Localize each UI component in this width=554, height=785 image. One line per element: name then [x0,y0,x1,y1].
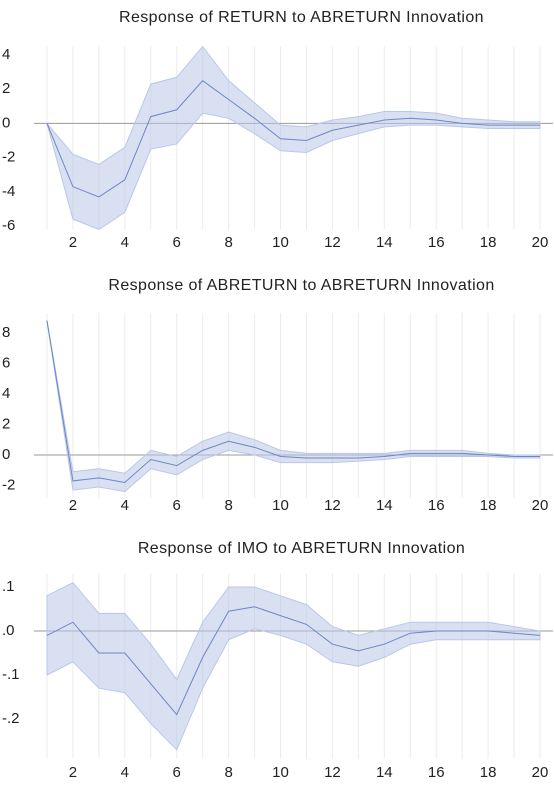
x-tick-label: 14 [376,764,393,781]
x-tick-label: 4 [121,497,129,514]
x-tick-label: 12 [324,234,341,251]
x-tick-label: 18 [480,234,497,251]
y-tick-label: -6 [2,217,15,234]
y-tick-label: 0 [2,446,10,463]
y-tick-label: 8 [2,324,10,341]
confidence-band [47,583,540,750]
y-tick-label: 6 [2,354,10,371]
chart-page: Response of RETURN to ABRETURN Innovatio… [0,0,554,785]
x-tick-label: 16 [428,764,445,781]
y-tick-label: -.1 [2,666,20,683]
x-tick-label: 2 [69,234,77,251]
x-tick-label: 16 [428,497,445,514]
confidence-band [47,47,540,230]
x-tick-label: 10 [272,497,289,514]
x-tick-label: 6 [173,497,181,514]
chart-title: Response of RETURN to ABRETURN Innovatio… [119,9,484,26]
x-tick-label: 12 [324,764,341,781]
y-tick-label: -4 [2,183,15,200]
y-tick-label: 4 [2,385,10,402]
x-tick-label: 6 [173,234,181,251]
x-tick-label: 14 [376,234,393,251]
y-tick-label: 4 [2,46,10,63]
x-tick-label: 18 [480,497,497,514]
y-tick-label: -2 [2,476,15,493]
x-tick-label: 10 [272,234,289,251]
y-tick-label: -.2 [2,710,20,727]
y-tick-label: 2 [2,80,10,97]
confidence-band [47,321,540,492]
y-tick-label: .1 [2,578,15,595]
x-tick-label: 12 [324,497,341,514]
x-tick-label: 2 [69,497,77,514]
y-tick-label: 0 [2,114,10,131]
x-tick-label: 14 [376,497,393,514]
y-tick-label: .0 [2,622,15,639]
x-tick-label: 20 [532,234,549,251]
x-tick-label: 4 [121,234,129,251]
x-tick-label: 8 [224,234,232,251]
x-tick-label: 20 [532,764,549,781]
x-tick-label: 18 [480,764,497,781]
y-tick-label: 2 [2,415,10,432]
x-tick-label: 10 [272,764,289,781]
x-tick-label: 4 [121,764,129,781]
x-tick-label: 2 [69,764,77,781]
x-tick-label: 20 [532,497,549,514]
chart-title: Response of IMO to ABRETURN Innovation [138,540,465,557]
x-tick-label: 16 [428,234,445,251]
x-tick-label: 8 [224,497,232,514]
y-tick-label: -2 [2,149,15,166]
x-tick-label: 8 [224,764,232,781]
chart-title: Response of ABRETURN to ABRETURN Innovat… [108,277,494,294]
x-tick-label: 6 [173,764,181,781]
